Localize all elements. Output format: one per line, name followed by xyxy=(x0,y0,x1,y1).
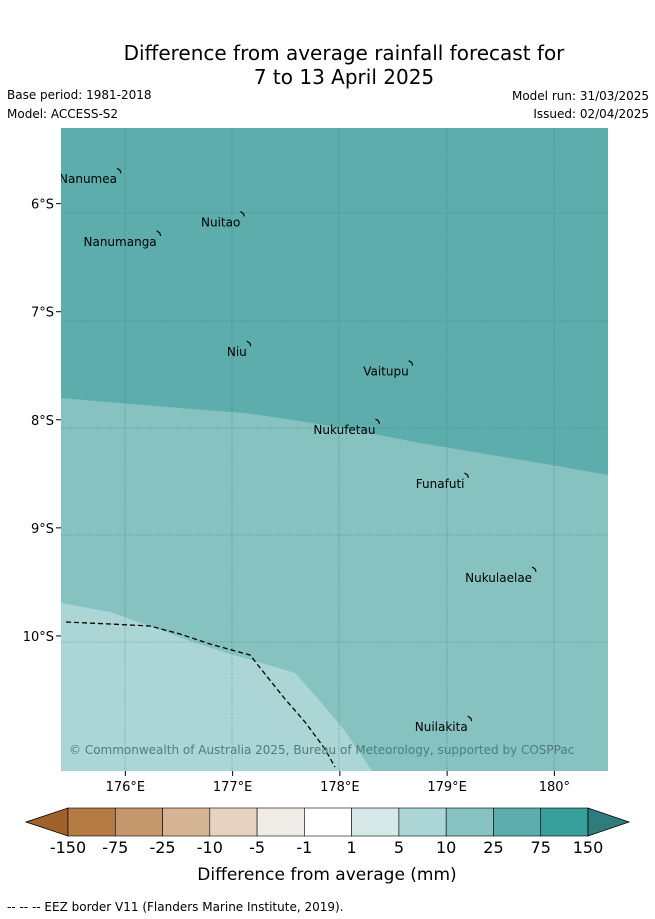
colorbar-extend-low xyxy=(24,807,69,837)
colorbar-segment xyxy=(114,807,163,837)
colorbar-tick-label: -75 xyxy=(102,838,128,857)
issued-date: Issued: 02/04/2025 xyxy=(533,107,649,121)
colorbar-tick-label: -150 xyxy=(50,838,86,857)
island-label: Nuitao xyxy=(201,215,240,229)
eez-legend-note: -- -- -- EEZ border V11 (Flanders Marine… xyxy=(7,900,344,914)
colorbar-tick-label: 25 xyxy=(483,838,503,857)
colorbar-segment xyxy=(256,807,305,837)
island-shape xyxy=(156,230,162,237)
island-shape xyxy=(531,566,537,573)
colorbar-segment xyxy=(67,807,116,837)
title-line-1: Difference from average rainfall forecas… xyxy=(123,41,565,65)
island-shape xyxy=(408,360,414,366)
island-shape xyxy=(246,340,252,347)
x-tick-label: 176°E xyxy=(106,780,146,795)
island-label: Nanumea xyxy=(59,172,117,186)
model-name: Model: ACCESS-S2 xyxy=(7,107,119,121)
colorbar-tick-label: 75 xyxy=(531,838,551,857)
model-run: Model run: 31/03/2025 xyxy=(511,89,649,103)
colorbar-segment xyxy=(162,807,211,837)
island-label: Nukulaelae xyxy=(465,571,532,585)
colorbar-tick-label: -25 xyxy=(149,838,175,857)
island-label: Niu xyxy=(227,345,247,359)
island-label: Funafuti xyxy=(416,477,465,491)
colorbar-tick-label: 1 xyxy=(347,838,357,857)
y-tick-label: 9°S xyxy=(31,522,54,537)
x-tick-label: 179°E xyxy=(427,780,467,795)
colorbar-segment xyxy=(445,807,494,837)
island-label: Nuilakita xyxy=(415,720,468,734)
island-shape xyxy=(375,418,381,425)
title-line-2: 7 to 13 April 2025 xyxy=(253,65,435,89)
colorbar-tick-label: 5 xyxy=(394,838,404,857)
colorbar-segment xyxy=(304,807,352,837)
graticule xyxy=(61,128,608,771)
colorbar-segment xyxy=(351,807,400,837)
y-tick-label: 7°S xyxy=(31,306,54,321)
colorbar-extend-high xyxy=(587,807,631,837)
island-label: Vaitupu xyxy=(363,365,409,379)
x-tick-label: 177°E xyxy=(213,780,253,795)
island-shape xyxy=(467,715,473,722)
colorbar-tick-label: -1 xyxy=(296,838,312,857)
island-label: Nukufetau xyxy=(313,423,375,437)
x-tick-label: 178°E xyxy=(320,780,360,795)
island-shape xyxy=(116,167,122,174)
colorbar-tick-label: -10 xyxy=(197,838,223,857)
colorbar-segment xyxy=(540,807,589,837)
y-tick-label: 10°S xyxy=(23,630,54,645)
axis-ticks: 176°E 177°E 178°E 179°E 180° 6°S 7°S 8°S 9°S 10°S xyxy=(23,198,570,795)
colorbar-tick-label: 10 xyxy=(436,838,456,857)
colorbar-tick-label: 150 xyxy=(573,838,604,857)
colorbar-tick-label: -5 xyxy=(249,838,265,857)
rainfall-zone-5-10 xyxy=(61,603,372,771)
map-plot-area: Nanumea Nuitao Nanumanga Niu Vaitupu Nukufeta… xyxy=(59,128,608,771)
islands-layer: Nanumea Nuitao Nanumanga Niu Vaitupu Nukufeta… xyxy=(59,167,537,734)
y-tick-label: 8°S xyxy=(31,414,54,429)
colorbar-segment xyxy=(398,807,447,837)
island-label: Nanumanga xyxy=(84,235,157,249)
island-shape xyxy=(464,472,470,479)
colorbar-segment xyxy=(493,807,542,837)
x-tick-label: 180° xyxy=(539,780,570,795)
island-shape xyxy=(240,210,245,217)
colorbar-segment xyxy=(209,807,258,837)
base-period: Base period: 1981-2018 xyxy=(7,88,152,102)
copyright-notice: © Commonwealth of Australia 2025, Bureau… xyxy=(69,743,574,757)
map-title: Difference from average rainfall forecas… xyxy=(0,41,655,89)
colorbar: -150 -75 -25 -10 -5 -1 1 5 10 25 75 150 xyxy=(24,807,631,857)
eez-border xyxy=(65,621,336,768)
y-tick-label: 6°S xyxy=(31,198,54,213)
colorbar-label: Difference from average (mm) xyxy=(197,865,456,885)
